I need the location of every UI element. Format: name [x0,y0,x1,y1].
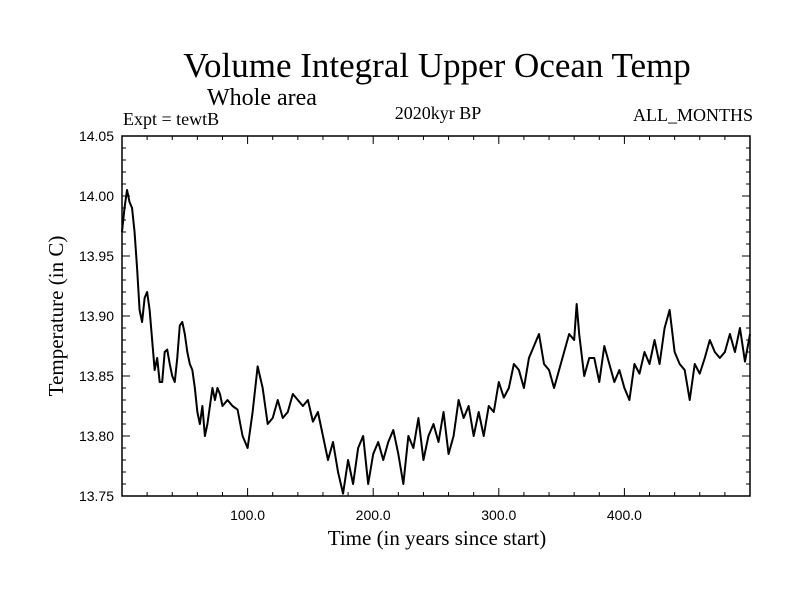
experiment-label: Expt = tewtB [123,109,220,129]
period-label: 2020kyr BP [394,103,482,123]
y-tick-label: 14.00 [79,188,114,204]
y-tick-label: 13.95 [79,248,114,264]
x-tick-labels: 100.0 200.0 300.0 400.0 [230,507,642,523]
chart-subtitle: Whole area [207,85,317,111]
y-tick-labels: 13.75 13.80 13.85 13.90 13.95 14.00 14.05 [79,128,114,504]
y-tick-label: 13.90 [79,308,114,324]
y-tick-label: 13.85 [79,368,114,384]
months-label: ALL_MONTHS [633,105,753,125]
plot-frame [121,135,751,497]
temperature-series-line [121,189,751,495]
y-tick-label: 14.05 [79,128,114,144]
chart-title: Volume Integral Upper Ocean Temp [183,46,691,85]
y-tick-label: 13.80 [79,428,114,444]
x-axis-label: Time (in years since start) [328,526,547,550]
y-tick-label: 13.75 [79,488,114,504]
x-tick-label: 300.0 [481,507,516,523]
axis-ticks [122,135,750,497]
x-tick-label: 200.0 [356,507,391,523]
x-tick-label: 400.0 [607,507,642,523]
y-axis-label: Temperature (in C) [44,236,68,397]
x-tick-label: 100.0 [230,507,265,523]
